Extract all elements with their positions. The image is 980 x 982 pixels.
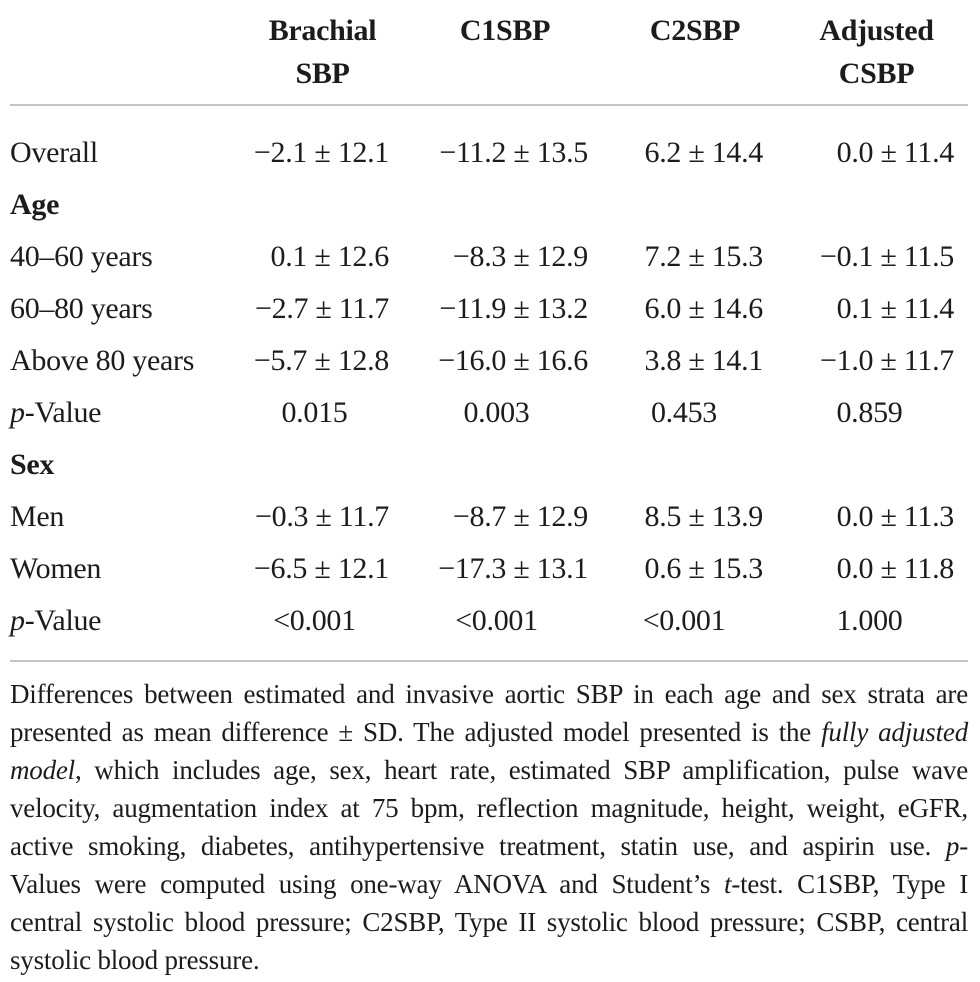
row-label: 40–60 years — [10, 240, 240, 274]
footnote-line: presented as mean difference ± SD. The a… — [10, 713, 968, 751]
table-row-sex-p-value: p-Value <0.001 <0.001 <0.001 1.000 — [10, 595, 968, 647]
table-row-age-p-value: p-Value 0.015 0.003 0.453 0.859 — [10, 387, 968, 439]
italic-text: p — [945, 831, 960, 861]
table-rule-top — [10, 104, 968, 106]
column-header-empty — [10, 9, 240, 95]
table-cell: 6.2 ± 14.4 — [644, 136, 764, 169]
row-label: Age — [10, 188, 240, 222]
table-cell: <0.001 — [642, 604, 726, 637]
text: velocity, augmentation index at 75 bpm, … — [10, 793, 968, 823]
table-header-row: Brachial SBP C1SBP C2SBP Adjusted CSBP — [10, 0, 968, 104]
row-label: 60–80 years — [10, 292, 240, 326]
text: 40–60 years — [10, 240, 153, 273]
table-cell: −6.5 ± 12.1 — [253, 552, 389, 585]
table-row-women: Women −6.5 ± 12.1 −17.3 ± 13.1 0.6 ± 15.3 0.… — [10, 543, 968, 595]
row-label: p-Value — [10, 604, 240, 638]
table-row-sex-section: Sex — [10, 439, 968, 491]
text: Values were computed using one-way ANOVA… — [10, 869, 725, 899]
table-cell: 0.453 — [650, 396, 717, 429]
table-cell: 0.1 ± 11.4 — [836, 292, 955, 325]
row-label: Women — [10, 552, 240, 586]
italic-text: model — [10, 755, 75, 785]
table-cell: −0.1 ± 11.5 — [820, 240, 954, 273]
table-row-age-section: Age — [10, 179, 968, 231]
table-cell: 0.0 ± 11.8 — [836, 552, 955, 585]
table-cell: −11.9 ± 13.2 — [439, 292, 588, 325]
table-row-men: Men −0.3 ± 11.7 −8.7 ± 12.9 8.5 ± 13.9 0.0 ±… — [10, 491, 968, 543]
table-cell: −1.0 ± 11.7 — [820, 344, 954, 377]
table-cell: 0.0 ± 11.4 — [836, 136, 955, 169]
table-row-age-40-60: 40–60 years 0.1 ± 12.6 −8.3 ± 12.9 7.2 ± 15… — [10, 231, 968, 283]
text: Age — [10, 188, 60, 221]
text: Overall — [10, 136, 98, 169]
table-cell: −0.3 ± 11.7 — [255, 500, 389, 533]
table-cell: −2.1 ± 12.1 — [253, 136, 389, 169]
row-label: Sex — [10, 448, 240, 482]
table-cell: −8.3 ± 12.9 — [452, 240, 588, 273]
table-cell: 0.859 — [836, 396, 903, 429]
table-cell: −2.7 ± 11.7 — [255, 292, 389, 325]
table-cell: −8.7 ± 12.9 — [452, 500, 588, 533]
table-cell: 0.1 ± 12.6 — [270, 240, 390, 273]
column-header-c2sbp: C2SBP — [649, 14, 741, 47]
italic-text: fully adjusted — [821, 717, 968, 747]
text: Sex — [10, 448, 55, 481]
column-header-adjusted-csbp: Adjusted CSBP — [819, 14, 934, 90]
text: - — [959, 831, 968, 861]
column-header-brachial-sbp: Brachial SBP — [268, 14, 377, 90]
column-header-c1sbp: C1SBP — [459, 14, 551, 47]
footnote-line: systolic blood pressure. — [10, 941, 968, 979]
text: Men — [10, 500, 65, 533]
table-cell: 0.0 ± 11.3 — [836, 500, 955, 533]
footnote-line: velocity, augmentation index at 75 bpm, … — [10, 789, 968, 827]
table-rule-bottom — [10, 660, 968, 662]
text: -Value — [24, 396, 102, 429]
table-cell: 0.015 — [281, 396, 348, 429]
table-row-age-60-80: 60–80 years −2.7 ± 11.7 −11.9 ± 13.2 6.0 ± … — [10, 283, 968, 335]
text: Women — [10, 552, 102, 585]
row-label: p-Value — [10, 396, 240, 430]
table-cell: −16.0 ± 16.6 — [438, 344, 588, 377]
table-cell: 0.6 ± 15.3 — [644, 552, 764, 585]
footnote-line: central systolic blood pressure; C2SBP, … — [10, 903, 968, 941]
table-cell: 7.2 ± 15.3 — [644, 240, 764, 273]
table-body: Overall −2.1 ± 12.1 −11.2 ± 13.5 6.2 ± 14.4… — [10, 127, 968, 647]
row-label: Overall — [10, 136, 240, 170]
table-row-age-above-80: Above 80 years −5.7 ± 12.8 −16.0 ± 16.6 3.8… — [10, 335, 968, 387]
table-cell: −11.2 ± 13.5 — [439, 136, 588, 169]
italic-text: t — [724, 869, 732, 899]
italic-text: p — [10, 604, 25, 637]
table-footnote: Differences between estimated and invasi… — [10, 675, 968, 979]
text: active smoking, diabetes, antihypertensi… — [10, 831, 946, 861]
text: presented as mean difference ± SD. The a… — [10, 717, 822, 747]
footnote-line: Values were computed using one-way ANOVA… — [10, 865, 968, 903]
text: systolic blood pressure. — [10, 945, 260, 975]
table-cell: −17.3 ± 13.1 — [438, 552, 588, 585]
table-cell: 3.8 ± 14.1 — [644, 344, 764, 377]
text: , which includes age, sex, heart rate, e… — [74, 755, 968, 785]
table-row-overall: Overall −2.1 ± 12.1 −11.2 ± 13.5 6.2 ± 14.4… — [10, 127, 968, 179]
text: Above 80 years — [10, 344, 195, 377]
footnote-line: model, which includes age, sex, heart ra… — [10, 751, 968, 789]
table-cell: <0.001 — [455, 604, 538, 637]
italic-text: p — [10, 396, 25, 429]
row-label: Men — [10, 500, 240, 534]
table-cell: 0.003 — [463, 396, 530, 429]
table-cell: −5.7 ± 12.8 — [253, 344, 389, 377]
table-cell: 1.000 — [836, 604, 903, 637]
footnote-line: active smoking, diabetes, antihypertensi… — [10, 827, 968, 865]
text: -test. C1SBP, Type I — [731, 869, 969, 899]
strata-difference-table: Brachial SBP C1SBP C2SBP Adjusted CSBP Over… — [10, 0, 968, 979]
table-cell: 8.5 ± 13.9 — [644, 500, 764, 533]
footnote-line: Differences between estimated and invasi… — [10, 675, 968, 713]
text: -Value — [24, 604, 102, 637]
text: central systolic blood pressure; C2SBP, … — [10, 907, 968, 937]
text: 60–80 years — [10, 292, 153, 325]
row-label: Above 80 years — [10, 344, 240, 378]
table-cell: 6.0 ± 14.6 — [644, 292, 764, 325]
text: Differences between estimated and invasi… — [10, 679, 968, 709]
table-cell: <0.001 — [273, 604, 356, 637]
